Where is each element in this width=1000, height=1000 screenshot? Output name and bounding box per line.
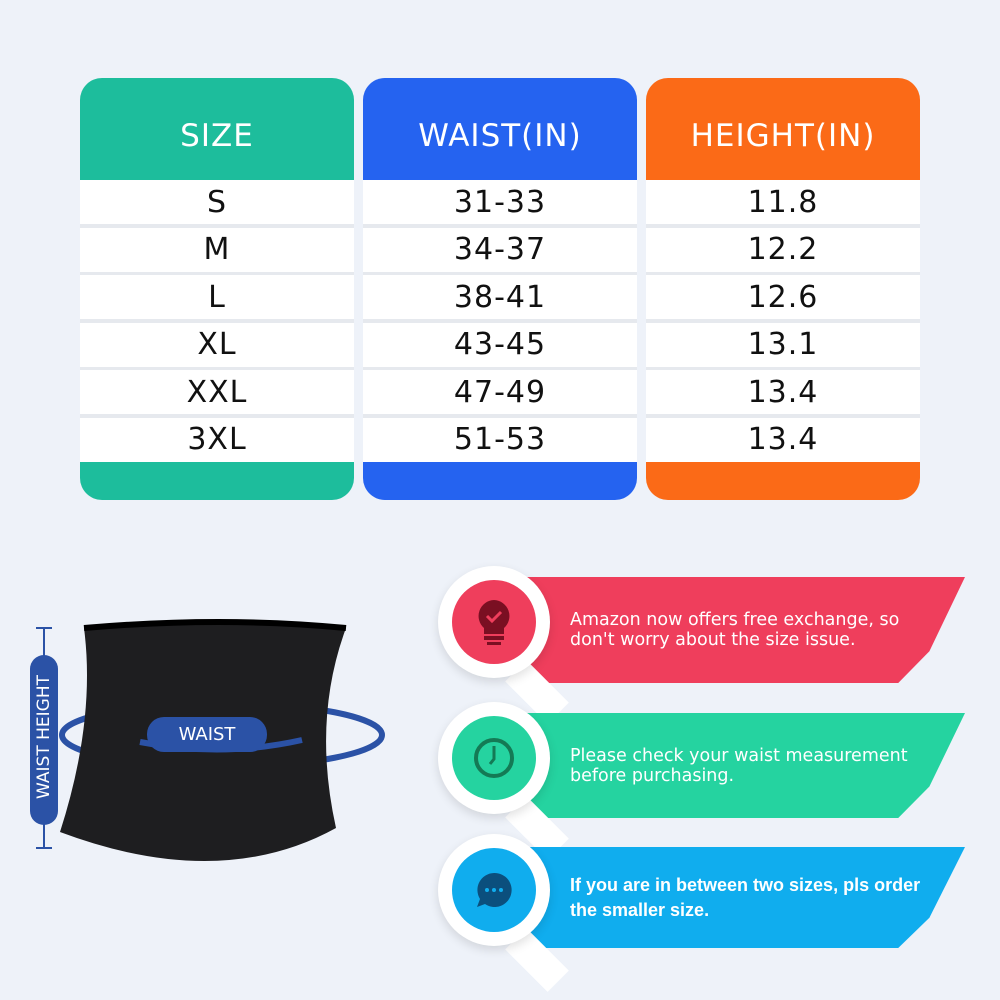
table-cell: 51-53 [363,417,637,462]
tip-icon-ring [438,701,550,814]
tip-banner: If you are in between two sizes, pls ord… [520,847,965,948]
column-rows: 11.8 12.2 12.6 13.1 13.4 13.4 [646,180,920,462]
table-cell: 12.6 [646,275,920,319]
lightbulb-check-icon [452,580,536,664]
table-cell: 13.1 [646,322,920,367]
tip-text: If you are in between two sizes, pls ord… [570,874,921,920]
table-cell: 38-41 [363,275,637,319]
tip-banner: Please check your waist measurement befo… [520,713,965,818]
column-waist: WAIST(IN) 31-33 34-37 38-41 43-45 47-49 51-53 [363,78,637,500]
table-cell: XXL [80,370,354,414]
chat-bubble-icon [452,847,536,932]
waist-trainer-image [30,619,385,862]
table-cell: XL [80,322,354,367]
waist-label: WAIST [178,724,236,745]
table-cell: M [80,227,354,272]
table-cell: 43-45 [363,322,637,367]
column-header: SIZE [180,118,254,154]
table-cell: 34-37 [363,227,637,272]
table-cell: 31-33 [363,180,637,224]
tip-icon-ring [438,566,550,678]
tip-icon-ring [438,833,550,946]
tip-text: Amazon now offers free exchange, so don'… [570,610,900,650]
column-size: SIZE S M L XL XXL 3XL [80,78,354,500]
table-cell: 13.4 [646,417,920,462]
clock-icon [452,715,536,800]
column-rows: 31-33 34-37 38-41 43-45 47-49 51-53 [363,180,637,462]
table-cell: 3XL [80,417,354,462]
table-cell: S [80,180,354,224]
waist-height-label: WAIST HEIGHT [34,675,54,799]
table-cell: L [80,275,354,319]
column-header: HEIGHT(IN) [690,118,876,154]
column-height: HEIGHT(IN) 11.8 12.2 12.6 13.1 13.4 13.4 [646,78,920,500]
table-cell: 12.2 [646,227,920,272]
column-rows: S M L XL XXL 3XL [80,180,354,462]
table-cell: 13.4 [646,370,920,414]
tip-text: Please check your waist measurement befo… [570,745,908,786]
tip-banner: Amazon now offers free exchange, so don'… [520,577,965,683]
table-cell: 11.8 [646,180,920,224]
column-header: WAIST(IN) [418,118,582,154]
table-cell: 47-49 [363,370,637,414]
